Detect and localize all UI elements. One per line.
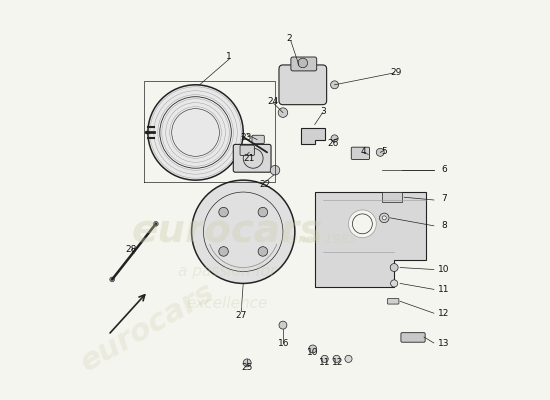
Circle shape <box>353 214 372 234</box>
Text: 23: 23 <box>241 133 252 142</box>
Text: eurocars: eurocars <box>75 277 220 377</box>
Text: 2: 2 <box>286 34 292 43</box>
Text: 3: 3 <box>321 107 326 116</box>
Text: 7: 7 <box>441 194 447 203</box>
Text: excellence: excellence <box>186 296 268 311</box>
Circle shape <box>153 222 158 226</box>
Circle shape <box>148 85 243 180</box>
Circle shape <box>219 247 228 256</box>
Text: 4: 4 <box>360 147 366 156</box>
Text: 10: 10 <box>307 348 318 358</box>
Circle shape <box>279 321 287 329</box>
Polygon shape <box>382 192 402 202</box>
FancyBboxPatch shape <box>252 135 264 144</box>
Text: 26: 26 <box>328 139 339 148</box>
Circle shape <box>191 180 295 284</box>
Text: 27: 27 <box>235 312 247 320</box>
Text: 24: 24 <box>267 97 279 106</box>
FancyBboxPatch shape <box>233 144 271 172</box>
Circle shape <box>390 280 398 287</box>
Text: 13: 13 <box>438 338 449 348</box>
Circle shape <box>298 58 307 68</box>
Text: 8: 8 <box>441 221 447 230</box>
Circle shape <box>390 264 398 272</box>
Circle shape <box>345 355 352 362</box>
Circle shape <box>331 135 338 142</box>
Text: 28: 28 <box>125 245 137 254</box>
Circle shape <box>270 166 280 175</box>
Text: 25: 25 <box>241 363 253 372</box>
Text: 22: 22 <box>260 180 271 190</box>
FancyBboxPatch shape <box>387 298 399 304</box>
Text: 10: 10 <box>438 265 449 274</box>
Circle shape <box>219 207 228 217</box>
FancyBboxPatch shape <box>291 57 317 71</box>
FancyBboxPatch shape <box>240 145 254 156</box>
FancyBboxPatch shape <box>401 333 425 342</box>
Circle shape <box>278 108 288 117</box>
Text: 21: 21 <box>244 154 255 163</box>
Text: 12: 12 <box>332 358 343 367</box>
Text: 1: 1 <box>227 52 232 61</box>
Circle shape <box>331 81 339 89</box>
Circle shape <box>349 210 376 238</box>
Text: 5: 5 <box>381 147 387 156</box>
Text: a passion for: a passion for <box>178 264 277 279</box>
Circle shape <box>382 216 386 220</box>
Circle shape <box>110 277 114 282</box>
Circle shape <box>333 355 340 362</box>
Circle shape <box>321 355 328 362</box>
Text: 12: 12 <box>438 309 449 318</box>
Circle shape <box>243 359 251 367</box>
Circle shape <box>258 247 268 256</box>
FancyBboxPatch shape <box>279 65 327 105</box>
Text: eurocars: eurocars <box>131 213 323 251</box>
Text: 29: 29 <box>390 68 402 76</box>
Polygon shape <box>301 128 324 144</box>
Circle shape <box>309 345 317 353</box>
Polygon shape <box>315 192 426 287</box>
Text: since 1985: since 1985 <box>288 233 357 246</box>
Circle shape <box>258 207 268 217</box>
Circle shape <box>376 148 384 156</box>
FancyBboxPatch shape <box>351 147 370 160</box>
Text: 11: 11 <box>319 358 331 367</box>
Circle shape <box>379 213 389 223</box>
Text: 6: 6 <box>441 164 447 174</box>
Text: 16: 16 <box>278 339 289 348</box>
Text: 11: 11 <box>438 285 449 294</box>
